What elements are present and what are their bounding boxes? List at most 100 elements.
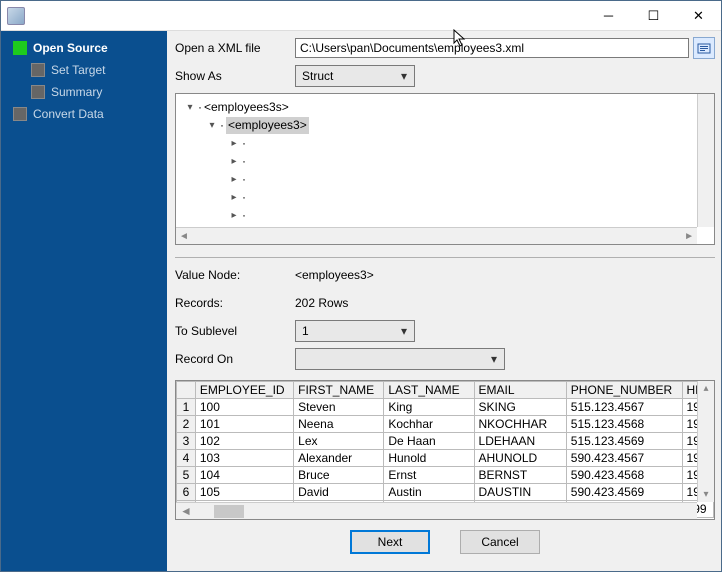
- column-header[interactable]: EMAIL: [474, 382, 566, 399]
- row-number: 6: [177, 484, 196, 501]
- row-number: 2: [177, 416, 196, 433]
- tree-node-child[interactable]: ▸·: [228, 135, 248, 152]
- chevron-down-icon: ▾: [396, 69, 412, 83]
- row-number: 3: [177, 433, 196, 450]
- open-file-icon: [697, 41, 711, 55]
- to-sublevel-select[interactable]: 1 ▾: [295, 320, 415, 342]
- row-header-corner: [177, 382, 196, 399]
- table-row[interactable]: 6105DavidAustinDAUSTIN590.423.4569199: [177, 484, 714, 501]
- table-cell[interactable]: King: [384, 399, 474, 416]
- sidebar-item-convert-data[interactable]: Convert Data: [1, 103, 167, 125]
- table-cell[interactable]: Austin: [384, 484, 474, 501]
- select-value: 1: [302, 324, 396, 338]
- xml-path-input[interactable]: [295, 38, 689, 58]
- table-cell[interactable]: 590.423.4569: [566, 484, 682, 501]
- table-row[interactable]: 2101NeenaKochharNKOCHHAR515.123.4568198: [177, 416, 714, 433]
- table-row[interactable]: 3102LexDe HaanLDEHAAN515.123.4569199: [177, 433, 714, 450]
- expand-icon: ▸: [228, 171, 240, 188]
- table-cell[interactable]: Ernst: [384, 467, 474, 484]
- table-cell[interactable]: 100: [195, 399, 293, 416]
- sidebar-item-summary[interactable]: Summary: [1, 81, 167, 103]
- expand-icon: ▸: [228, 207, 240, 224]
- table-cell[interactable]: Neena: [294, 416, 384, 433]
- table-cell[interactable]: LDEHAAN: [474, 433, 566, 450]
- table-row[interactable]: 5104BruceErnstBERNST590.423.4568199: [177, 467, 714, 484]
- table-row[interactable]: 4103AlexanderHunoldAHUNOLD590.423.456719…: [177, 450, 714, 467]
- step-indicator-icon: [13, 41, 27, 55]
- record-on-label: Record On: [175, 352, 295, 366]
- table-cell[interactable]: NKOCHHAR: [474, 416, 566, 433]
- value-node-value: <employees3>: [295, 268, 374, 282]
- table-cell[interactable]: Kochhar: [384, 416, 474, 433]
- table-cell[interactable]: De Haan: [384, 433, 474, 450]
- table-cell[interactable]: BERNST: [474, 467, 566, 484]
- sidebar-item-set-target[interactable]: Set Target: [1, 59, 167, 81]
- maximize-button[interactable]: ☐: [631, 1, 676, 31]
- tree-node-root[interactable]: ▾·<employees3s>: [184, 99, 289, 116]
- tree-vertical-scrollbar[interactable]: [697, 94, 714, 227]
- sidebar-item-label: Open Source: [33, 41, 108, 55]
- records-label: Records:: [175, 296, 295, 310]
- table-cell[interactable]: David: [294, 484, 384, 501]
- column-header[interactable]: PHONE_NUMBER: [566, 382, 682, 399]
- table-cell[interactable]: Alexander: [294, 450, 384, 467]
- table-cell[interactable]: Lex: [294, 433, 384, 450]
- next-button[interactable]: Next: [350, 530, 430, 554]
- table-cell[interactable]: Steven: [294, 399, 384, 416]
- table-cell[interactable]: 515.123.4569: [566, 433, 682, 450]
- column-header[interactable]: LAST_NAME: [384, 382, 474, 399]
- titlebar: ─ ☐ ✕: [1, 1, 721, 31]
- table-cell[interactable]: 104: [195, 467, 293, 484]
- browse-file-button[interactable]: [693, 37, 715, 59]
- divider: [175, 257, 715, 258]
- tree-node-child[interactable]: ▸·: [228, 207, 248, 224]
- table-cell[interactable]: Hunold: [384, 450, 474, 467]
- data-grid[interactable]: EMPLOYEE_IDFIRST_NAMELAST_NAMEEMAILPHONE…: [176, 381, 714, 518]
- sidebar-item-label: Set Target: [51, 63, 105, 77]
- tree-node-child[interactable]: ▸·: [228, 189, 248, 206]
- table-cell[interactable]: 105: [195, 484, 293, 501]
- xml-tree[interactable]: ▾·<employees3s> ▾·<employees3> ▸·▸·▸·▸·▸…: [178, 98, 712, 242]
- table-cell[interactable]: AHUNOLD: [474, 450, 566, 467]
- close-button[interactable]: ✕: [676, 1, 721, 31]
- collapse-icon: ▾: [184, 99, 196, 116]
- content-panel: Open a XML file Show As Struct ▾ ▾·<empl…: [167, 31, 721, 571]
- step-indicator-icon: [31, 85, 45, 99]
- expand-icon: ▸: [228, 135, 240, 152]
- table-row[interactable]: 1100StevenKingSKING515.123.4567198: [177, 399, 714, 416]
- minimize-button[interactable]: ─: [586, 1, 631, 31]
- table-cell[interactable]: 590.423.4567: [566, 450, 682, 467]
- sidebar-item-label: Summary: [51, 85, 102, 99]
- row-number: 1: [177, 399, 196, 416]
- select-value: Struct: [302, 69, 396, 83]
- show-as-select[interactable]: Struct ▾: [295, 65, 415, 87]
- row-number: 4: [177, 450, 196, 467]
- step-indicator-icon: [31, 63, 45, 77]
- table-cell[interactable]: DAUSTIN: [474, 484, 566, 501]
- table-cell[interactable]: 101: [195, 416, 293, 433]
- table-cell[interactable]: SKING: [474, 399, 566, 416]
- data-grid-panel: EMPLOYEE_IDFIRST_NAMELAST_NAMEEMAILPHONE…: [175, 380, 715, 520]
- grid-vertical-scrollbar[interactable]: ▴▾: [697, 381, 714, 502]
- column-header[interactable]: FIRST_NAME: [294, 382, 384, 399]
- cancel-button[interactable]: Cancel: [460, 530, 540, 554]
- table-cell[interactable]: 515.123.4568: [566, 416, 682, 433]
- table-cell[interactable]: 103: [195, 450, 293, 467]
- tree-node-child[interactable]: ▸·: [228, 171, 248, 188]
- open-xml-label: Open a XML file: [175, 41, 295, 55]
- table-cell[interactable]: Bruce: [294, 467, 384, 484]
- table-cell[interactable]: 590.423.4568: [566, 467, 682, 484]
- table-cell[interactable]: 515.123.4567: [566, 399, 682, 416]
- sidebar-item-open-source[interactable]: Open Source: [1, 37, 167, 59]
- tree-node-selected[interactable]: ▾·<employees3>: [206, 117, 309, 134]
- record-on-select[interactable]: ▾: [295, 348, 505, 370]
- table-cell[interactable]: 102: [195, 433, 293, 450]
- expand-icon: ▸: [228, 189, 240, 206]
- tree-horizontal-scrollbar[interactable]: ◄►: [176, 227, 697, 244]
- grid-horizontal-scrollbar[interactable]: ◄: [176, 502, 697, 519]
- column-header[interactable]: EMPLOYEE_ID: [195, 382, 293, 399]
- expand-icon: ▸: [228, 153, 240, 170]
- collapse-icon: ▾: [206, 117, 218, 134]
- footer-buttons: Next Cancel: [175, 520, 715, 560]
- tree-node-child[interactable]: ▸·: [228, 153, 248, 170]
